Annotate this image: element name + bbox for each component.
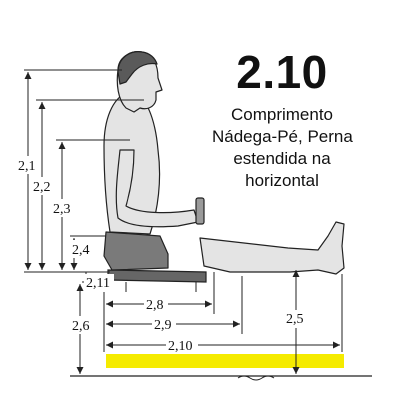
label-2-4: 2,4 <box>72 243 90 258</box>
label-2-10: 2,10 <box>168 339 193 354</box>
label-2-8: 2,8 <box>146 298 164 313</box>
extended-leg <box>199 221 345 275</box>
arm <box>115 149 199 228</box>
seated-person <box>103 51 345 275</box>
description-line-4: horizontal <box>245 171 319 190</box>
seat <box>107 269 207 292</box>
label-2-9: 2,9 <box>154 318 172 333</box>
label-2-11: 2,11 <box>86 276 110 291</box>
description-line-2: Nádega-Pé, Perna <box>212 127 353 146</box>
label-2-2: 2,2 <box>33 180 51 195</box>
measurement-description: Comprimento Nádega-Pé, Perna estendida n… <box>212 104 353 192</box>
label-2-1: 2,1 <box>18 159 36 174</box>
hair <box>117 51 158 85</box>
label-2-5: 2,5 <box>286 312 304 327</box>
dimension-labels: 2,1 2,2 2,3 2,4 2,11 2,6 2,8 2,9 2,10 2,… <box>16 156 308 354</box>
title-block: 2.10 Comprimento Nádega-Pé, Perna estend… <box>212 46 353 192</box>
dimension-lines <box>24 69 343 374</box>
description-line-3: estendida na <box>233 149 331 168</box>
measurement-code: 2.10 <box>236 46 328 98</box>
label-2-6: 2,6 <box>72 319 90 334</box>
highlight-bar <box>106 354 344 368</box>
floor-hatch <box>237 375 275 381</box>
grip-handle <box>195 197 205 225</box>
description-line-1: Comprimento <box>230 105 334 124</box>
label-2-3: 2,3 <box>53 202 71 217</box>
shorts <box>103 231 169 271</box>
